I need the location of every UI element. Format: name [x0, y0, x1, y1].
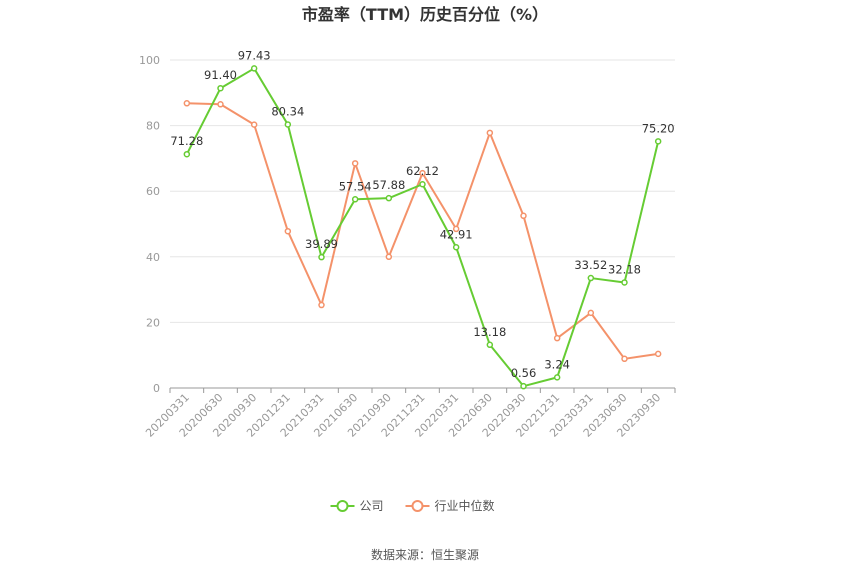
data-point [385, 253, 393, 261]
data-label: 32.18 [608, 262, 641, 276]
data-point [351, 160, 359, 167]
data-label: 42.91 [440, 227, 473, 241]
y-tick-label: 80 [146, 120, 160, 133]
data-label: 97.43 [238, 48, 271, 62]
x-axis: 2020033120200630202009302020123120210331… [143, 387, 676, 440]
legend-marker-icon [411, 500, 424, 512]
legend-marker-icon [336, 500, 349, 512]
legend-label: 行业中位数 [435, 498, 495, 513]
y-tick-label: 0 [153, 382, 160, 395]
data-point [654, 138, 662, 145]
data-label: 71.28 [170, 134, 203, 148]
data-point [553, 334, 561, 342]
y-tick-label: 20 [146, 316, 160, 329]
data-point [250, 65, 258, 72]
data-point [385, 194, 393, 202]
data-point [587, 309, 595, 317]
data-point [419, 169, 426, 177]
data-label: 3.24 [544, 357, 570, 371]
data-point [520, 382, 527, 390]
data-point [486, 341, 494, 349]
data-point [217, 101, 224, 108]
data-point [183, 150, 191, 158]
data-label: 75.20 [642, 121, 675, 135]
data-label: 33.52 [574, 258, 607, 272]
legend-item[interactable]: 公司 [330, 499, 384, 513]
data-point [183, 100, 191, 107]
y-tick-label: 60 [146, 185, 160, 198]
series-line [185, 67, 660, 388]
data-point [318, 253, 325, 261]
legend-label: 公司 [360, 499, 384, 513]
data-point [284, 121, 292, 128]
data-point [318, 301, 325, 309]
series-行业中位数 [183, 100, 662, 363]
series-line [186, 102, 659, 360]
data-label: 62.12 [406, 164, 439, 178]
data-point [587, 274, 595, 282]
chart-title: 市盈率（TTM）历史百分位（%） [302, 5, 548, 24]
data-point [419, 180, 426, 188]
data-label: 39.89 [305, 237, 338, 251]
data-point [351, 196, 359, 203]
plot-area [183, 65, 662, 390]
series-公司 [183, 65, 662, 390]
y-tick-label: 100 [139, 54, 160, 67]
data-point [217, 84, 224, 92]
data-point [486, 129, 494, 137]
data-point [520, 212, 527, 220]
data-point [621, 279, 628, 286]
y-tick-label: 40 [146, 251, 160, 264]
data-label: 91.40 [204, 68, 237, 82]
data-label: 0.56 [511, 366, 537, 380]
data-label: 57.54 [339, 179, 372, 193]
data-point [621, 355, 628, 363]
grid [170, 59, 675, 323]
data-label: 13.18 [473, 325, 506, 339]
data-point [284, 227, 292, 235]
data-source: 数据来源：恒生聚源 [371, 547, 479, 562]
legend[interactable]: 公司 行业中位数 [330, 498, 495, 513]
data-point [553, 374, 561, 381]
data-label: 80.34 [271, 104, 304, 118]
data-point [250, 121, 258, 128]
y-axis: 0 20 40 60 80 100 [139, 54, 160, 395]
data-point [452, 244, 460, 251]
data-point [452, 225, 460, 233]
data-label: 57.88 [372, 178, 405, 192]
legend-item[interactable]: 行业中位数 [405, 498, 495, 513]
data-point [654, 350, 662, 358]
